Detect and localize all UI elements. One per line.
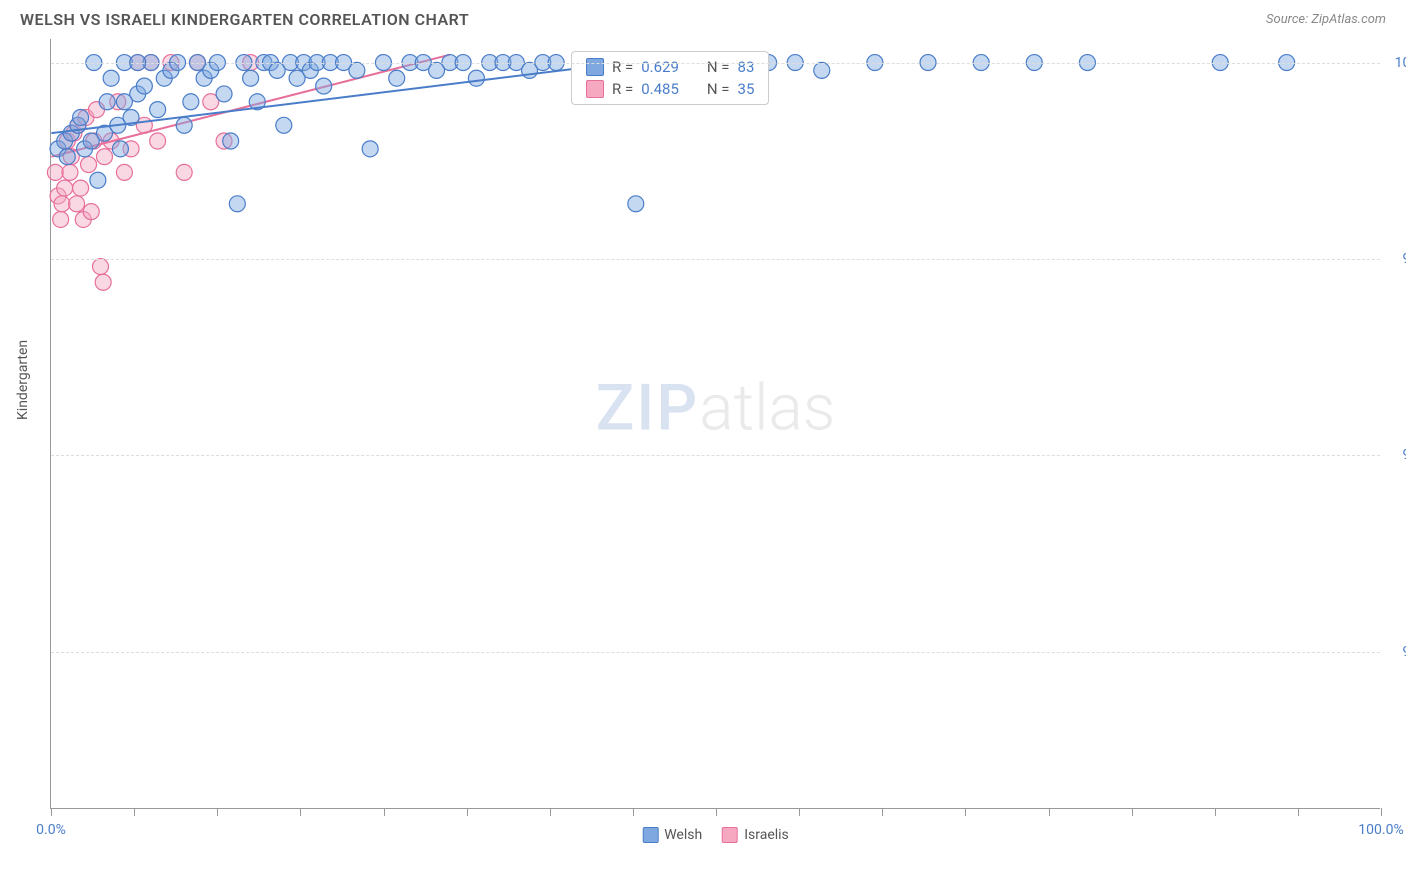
legend-r-label: R = [612, 80, 633, 98]
data-point [229, 196, 245, 212]
chart-header: WELSH VS ISRAELI KINDERGARTEN CORRELATIO… [0, 0, 1406, 34]
data-point [90, 172, 106, 188]
scatter-svg [51, 39, 1380, 808]
x-tick [1049, 808, 1050, 816]
legend-n-value: 83 [738, 58, 755, 76]
x-tick [1298, 808, 1299, 816]
y-tick-label: 95.0% [1402, 447, 1406, 463]
data-point [73, 109, 89, 125]
x-tick [965, 808, 966, 816]
series-legend-label: Welsh [664, 827, 702, 843]
x-tick [217, 808, 218, 816]
data-point [276, 117, 292, 133]
data-point [53, 211, 69, 227]
x-tick [1215, 808, 1216, 816]
data-point [112, 141, 128, 157]
legend-r-value: 0.485 [641, 80, 679, 98]
x-tick [633, 808, 634, 816]
legend-row: R = 0.485 N = 35 [586, 80, 754, 98]
data-point [73, 180, 89, 196]
data-point [176, 117, 192, 133]
grid-line [51, 455, 1380, 456]
data-point [468, 70, 484, 86]
series-legend-item: Welsh [642, 827, 702, 843]
data-point [57, 180, 73, 196]
legend-swatch [586, 58, 604, 76]
legend-r-value: 0.629 [641, 58, 679, 76]
legend-swatch [586, 80, 604, 98]
data-point [216, 86, 232, 102]
x-tick [799, 808, 800, 816]
data-point [389, 70, 405, 86]
data-point [223, 133, 239, 149]
data-point [62, 164, 78, 180]
chart-plot-area: ZIPatlas R =0.629N =83R =0.485N =35 Wels… [50, 39, 1380, 809]
x-tick [882, 808, 883, 816]
grid-line [51, 652, 1380, 653]
data-point [103, 70, 119, 86]
data-point [81, 157, 97, 173]
chart-title: WELSH VS ISRAELI KINDERGARTEN CORRELATIO… [20, 10, 469, 29]
series-legend-label: Israelis [744, 827, 789, 843]
legend-row: R = 0.629 N = 83 [586, 58, 754, 76]
data-point [93, 259, 109, 275]
legend-r-label: R = [612, 58, 633, 76]
y-axis-label: Kindergarten [15, 340, 31, 420]
series-legend-item: Israelis [722, 827, 789, 843]
chart-source: Source: ZipAtlas.com [1266, 12, 1386, 27]
stats-legend-box: R = 0.629 N = 83 R = 0.485 N = 35 [571, 51, 769, 105]
data-point [349, 62, 365, 78]
data-point [136, 78, 152, 94]
legend-swatch [642, 827, 658, 843]
y-tick-label: 100.0% [1395, 55, 1406, 71]
x-tick [550, 808, 551, 816]
data-point [99, 94, 115, 110]
x-tick [51, 808, 52, 816]
legend-n-label: N = [707, 58, 730, 76]
data-point [243, 70, 259, 86]
data-point [97, 149, 113, 165]
data-point [116, 94, 132, 110]
x-tick [1381, 808, 1382, 816]
data-point [628, 196, 644, 212]
data-point [116, 164, 132, 180]
data-point [47, 164, 63, 180]
data-point [176, 164, 192, 180]
x-tick [716, 808, 717, 816]
x-tick [300, 808, 301, 816]
data-point [814, 62, 830, 78]
data-point [362, 141, 378, 157]
data-point [150, 133, 166, 149]
data-point [83, 204, 99, 220]
y-tick-label: 97.5% [1402, 251, 1406, 267]
data-point [69, 196, 85, 212]
legend-n-value: 35 [738, 80, 755, 98]
grid-line [51, 259, 1380, 260]
legend-swatch [722, 827, 738, 843]
y-tick-label: 92.5% [1402, 644, 1406, 660]
data-point [183, 94, 199, 110]
x-tick [384, 808, 385, 816]
x-tick-label: 0.0% [36, 822, 66, 838]
x-tick-label: 100.0% [1358, 822, 1403, 838]
data-point [316, 78, 332, 94]
grid-line [51, 63, 1380, 64]
legend-n-label: N = [707, 80, 730, 98]
data-point [54, 196, 70, 212]
data-point [95, 274, 111, 290]
x-tick [1132, 808, 1133, 816]
x-tick [467, 808, 468, 816]
x-tick [134, 808, 135, 816]
series-legend: Welsh Israelis [642, 827, 789, 843]
data-point [150, 102, 166, 118]
data-point [59, 149, 75, 165]
